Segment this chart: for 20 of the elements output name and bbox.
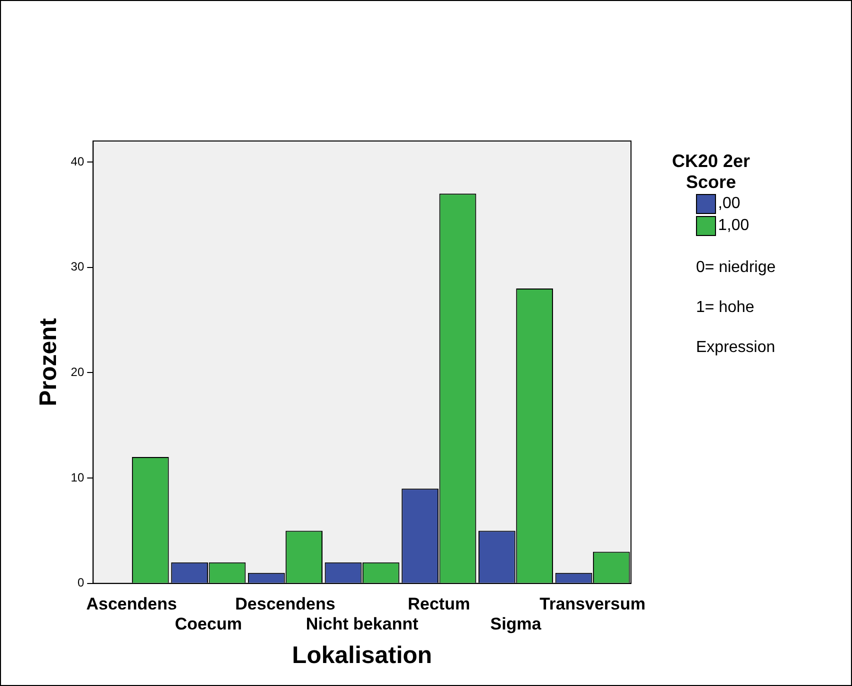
y-tick-label: 30 [70,260,84,274]
text: 0= niedrige [696,259,777,277]
legend-label: 1,00 [718,217,750,235]
legend-label: ,00 [718,195,740,213]
y-axis-title: Prozent [35,318,62,406]
x-tick-label: Rectum [408,594,470,614]
x-tick-label: Nicht bekannt [306,614,419,634]
x-tick-label: Coecum [174,614,242,634]
text: Expression [696,339,776,357]
y-tick-label: 0 [77,576,84,590]
x-tick-label: Ascendens [86,594,177,614]
y-tick-label: 20 [70,365,84,380]
x-axis-title: Lokalisation [292,642,432,670]
text: 1= hohe [696,299,756,317]
x-tick-label: Sigma [490,614,542,634]
x-tick-label: Transversum [540,594,646,614]
y-tick-label: 40 [70,154,84,168]
x-tick-label: Descendens [235,594,336,614]
y-tick-label: 10 [70,470,84,484]
legend-title: CK20 2er Score [670,151,752,193]
